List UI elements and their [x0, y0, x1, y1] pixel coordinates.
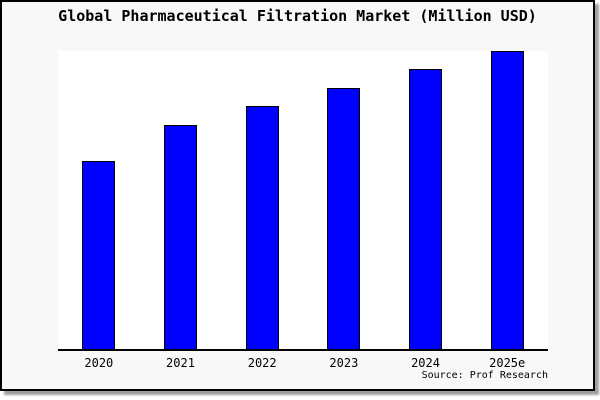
bar-2021 — [164, 125, 197, 349]
x-tick-label-2023: 2023 — [329, 356, 359, 370]
x-tick-label-2024: 2024 — [411, 356, 440, 370]
plot-area — [58, 51, 548, 351]
bar-2025e — [490, 51, 524, 349]
bar-2023 — [327, 88, 361, 349]
x-tick-label-2022: 2022 — [247, 356, 277, 370]
chart-title: Global Pharmaceutical Filtration Market … — [58, 7, 537, 25]
x-tick-label-2025e: 2025e — [489, 356, 526, 370]
source-credit: Source: Prof Research — [421, 370, 548, 381]
bar-slot — [466, 51, 548, 349]
bar-slot — [303, 88, 385, 349]
bar-group — [58, 51, 548, 349]
bar-slot — [221, 106, 303, 349]
bar-slot — [385, 69, 467, 349]
bar-2024 — [409, 69, 443, 349]
x-axis-labels: 2020 2021 2022 2023 2024 2025e — [58, 356, 548, 370]
x-tick-label-2021: 2021 — [166, 356, 195, 370]
bar-2022 — [245, 106, 279, 349]
bar-slot — [58, 161, 140, 349]
chart-frame: Global Pharmaceutical Filtration Market … — [0, 0, 595, 391]
bar-2020 — [82, 161, 116, 349]
bar-slot — [140, 125, 222, 349]
x-tick-label-2020: 2020 — [84, 356, 114, 370]
